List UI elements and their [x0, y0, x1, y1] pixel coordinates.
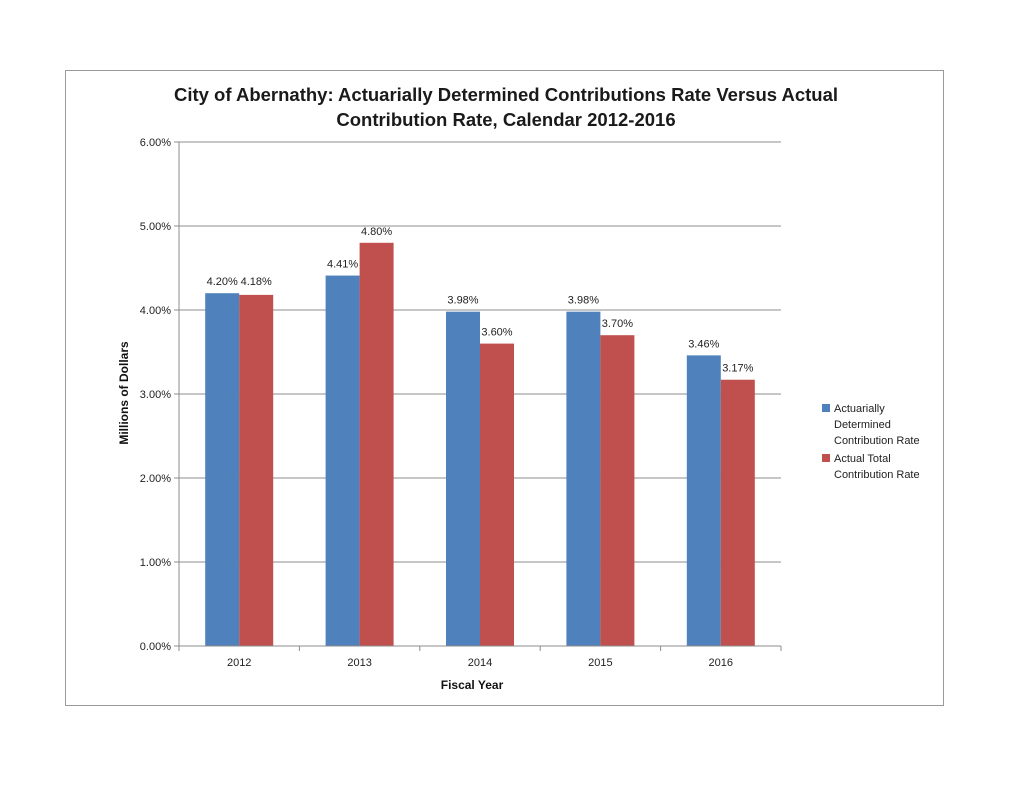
legend: Actuarially Determined Contribution Rate Ac… [822, 403, 920, 481]
legend-label: Actuarially [834, 403, 885, 415]
data-label-actual-2016: 3.17% [722, 363, 753, 375]
legend-label: Contribution Rate [834, 469, 920, 481]
data-label-determined-2016: 3.46% [688, 338, 719, 350]
bar-actual-2013 [359, 242, 394, 647]
y-tick-label: 0.00% [140, 641, 171, 653]
y-tick-label: 4.00% [140, 305, 171, 317]
bar-determined-2014 [446, 311, 480, 646]
y-axis-title: Millions of Dollars [117, 341, 131, 445]
chart-frame: City of Abernathy: Actuarially Determine… [65, 70, 944, 706]
x-tick-label: 2016 [709, 657, 733, 669]
x-tick-label: 2015 [588, 657, 612, 669]
chart-title-line-1: City of Abernathy: Actuarially Determine… [174, 84, 838, 105]
data-label-actual-2015: 3.70% [602, 318, 633, 330]
y-tick-label: 1.00% [140, 557, 171, 569]
bar-actual-2015 [600, 335, 635, 646]
y-tick-label: 6.00% [140, 137, 171, 149]
chart-title: City of Abernathy: Actuarially Determine… [174, 84, 838, 130]
data-label-determined-2012: 4.20% [207, 276, 238, 288]
bar-determined-2016 [686, 355, 721, 646]
data-labels: 4.20% 4.18%4.41%4.80%3.98%3.60%3.98%3.70%… [207, 226, 754, 375]
x-tick-label: 2014 [468, 657, 492, 669]
y-tick-label: 3.00% [140, 389, 171, 401]
data-label-actual-2013: 4.80% [361, 226, 392, 238]
legend-swatch-actual [822, 454, 830, 462]
legend-label: Actual Total [834, 453, 891, 465]
x-tick-label: 2013 [347, 657, 371, 669]
x-axis-title: Fiscal Year [441, 678, 504, 692]
data-label-determined-2015: 3.98% [568, 295, 599, 307]
legend-swatch-determined [822, 404, 830, 412]
x-tick-label: 2012 [227, 657, 251, 669]
bar-determined-2013 [325, 275, 360, 646]
data-label-determined-2013: 4.41% [327, 259, 358, 271]
legend-label: Determined [834, 419, 891, 431]
y-tick-label: 5.00% [140, 221, 171, 233]
chart-title-line-2: Contribution Rate, Calendar 2012-2016 [336, 109, 675, 130]
bar-chart: City of Abernathy: Actuarially Determine… [117, 84, 920, 692]
bar-determined-2015 [566, 311, 601, 646]
bar-actual-2014 [480, 343, 514, 646]
data-label-determined-2014: 3.98% [447, 295, 478, 307]
x-axis: 2012 2013 2014 2015 2016 [178, 645, 782, 669]
bar-determined-2012 [205, 293, 240, 646]
legend-label: Contribution Rate [834, 435, 920, 447]
y-axis: 0.00% 1.00% 2.00% 3.00% 4.00% 5.00% 6.00% [140, 137, 180, 653]
y-tick-label: 2.00% [140, 473, 171, 485]
bars [205, 242, 755, 647]
bar-actual-2016 [720, 379, 755, 646]
bar-actual-2012 [239, 294, 274, 646]
data-label-actual-2012: 4.18% [241, 276, 272, 288]
data-label-actual-2014: 3.60% [481, 327, 512, 339]
